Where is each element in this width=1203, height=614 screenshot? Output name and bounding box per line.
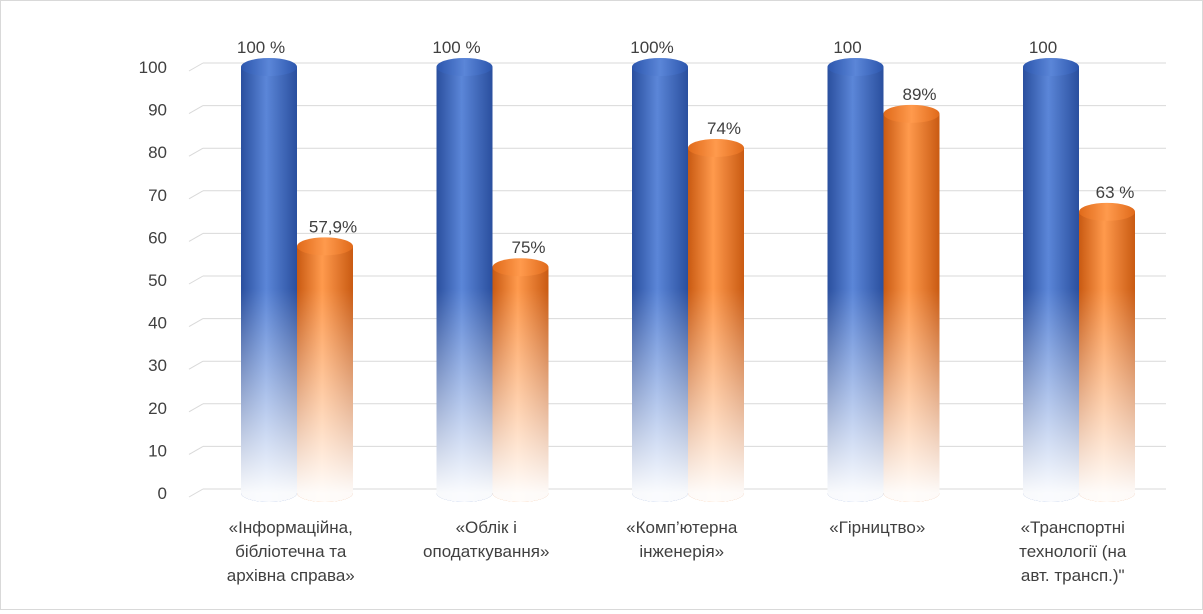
bar xyxy=(241,58,297,502)
y-axis: 0 10 20 30 40 50 60 70 80 90 100 xyxy=(139,58,167,503)
data-label: 74% xyxy=(707,119,741,138)
bar-fade xyxy=(436,67,493,502)
data-label: 100 % xyxy=(432,38,480,57)
bar xyxy=(688,138,744,502)
bar-cap xyxy=(297,237,353,256)
bar-cap xyxy=(492,258,549,277)
y-tick-label: 10 xyxy=(148,441,167,460)
y-tick-label: 70 xyxy=(148,186,167,205)
y-tick-label: 20 xyxy=(148,399,167,418)
data-label: 100 xyxy=(833,38,861,57)
bar xyxy=(1079,202,1135,502)
bar-fade xyxy=(241,67,297,502)
bar xyxy=(883,104,940,503)
gridline-diag xyxy=(188,232,204,242)
gridline-diag xyxy=(188,318,204,328)
gridline-diag xyxy=(188,403,204,413)
bar-fade xyxy=(492,267,549,502)
y-tick-label: 100 xyxy=(139,58,167,77)
data-label: 63 % xyxy=(1096,183,1135,202)
bar-cap xyxy=(436,58,493,76)
y-tick-label: 50 xyxy=(148,271,167,290)
bar-fade xyxy=(1023,67,1079,502)
bar-cap xyxy=(1023,58,1079,76)
bar xyxy=(297,237,353,502)
gridline-diag xyxy=(188,360,204,370)
gridline-diag xyxy=(188,190,204,200)
bar-cap xyxy=(688,138,744,157)
bar-cap xyxy=(632,58,688,76)
data-label: 75% xyxy=(511,238,545,257)
gridline-diag xyxy=(188,445,204,455)
y-tick-label: 40 xyxy=(148,314,167,333)
y-tick-label: 60 xyxy=(148,228,167,247)
data-label: 100 % xyxy=(237,38,285,57)
bar xyxy=(1023,58,1079,502)
y-tick-label: 90 xyxy=(148,101,167,120)
bar-fade xyxy=(883,113,940,503)
category-label: «Інформаційна, бібліотечна та архівна спра… xyxy=(227,518,355,585)
bar-fade xyxy=(297,246,353,502)
data-label: 89% xyxy=(902,85,936,104)
bar-fade xyxy=(1079,211,1135,502)
gridline-diag xyxy=(188,275,204,285)
data-labels: 100 % 57,9% 100 % 75% 100% 74% 100 89% 100 63 % xyxy=(237,38,1134,257)
data-label: 100% xyxy=(630,38,673,57)
x-axis: «Інформаційна, бібліотечна та архівна спра… xyxy=(227,518,1127,585)
bar-cap xyxy=(883,104,940,123)
gridline-diag xyxy=(188,488,204,498)
bar xyxy=(492,258,549,502)
bar-cap xyxy=(241,58,297,76)
category-label: «Транспортні технології (на авт. трансп.)" xyxy=(1019,518,1127,585)
y-tick-label: 0 xyxy=(158,484,167,503)
data-label: 100 xyxy=(1029,38,1057,57)
bar xyxy=(632,58,688,502)
bar-cap xyxy=(1079,202,1135,221)
y-tick-label: 30 xyxy=(148,356,167,375)
category-label: «Комп’ютерна інженерія» xyxy=(626,518,738,561)
category-label: «Гірництво» xyxy=(829,518,925,537)
gridline-diag xyxy=(188,62,204,72)
category-label: «Облік і оподаткування» xyxy=(423,518,549,561)
gridline-diag xyxy=(188,147,204,157)
bar xyxy=(436,58,493,502)
gridline-diag xyxy=(188,105,204,115)
bar xyxy=(827,58,884,502)
bar-fade xyxy=(827,67,884,502)
data-label: 57,9% xyxy=(309,217,357,236)
bars xyxy=(241,58,1135,503)
bar-cap xyxy=(827,58,884,76)
bar-fade xyxy=(688,147,744,502)
y-tick-label: 80 xyxy=(148,143,167,162)
bar-fade xyxy=(632,67,688,502)
